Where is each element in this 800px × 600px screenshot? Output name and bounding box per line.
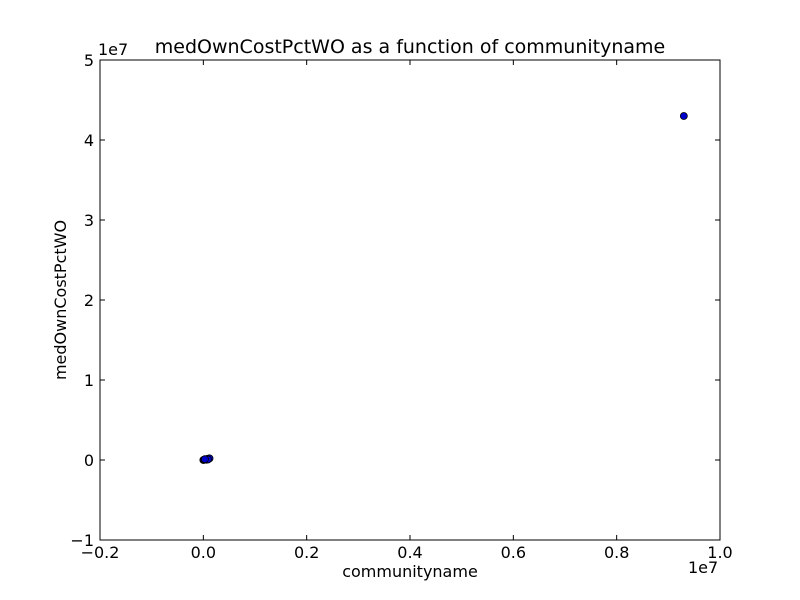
y-tick-label: 3 <box>84 211 94 230</box>
x-tick-label: 0.4 <box>397 543 422 562</box>
scatter-point <box>679 112 688 120</box>
x-tick-label: 0.8 <box>604 543 629 562</box>
y-offset-label: 1e7 <box>98 40 128 59</box>
y-tick-label: 5 <box>84 51 94 70</box>
y-axis-title: medOwnCostPctWO <box>51 220 70 380</box>
x-tick-label: 0.2 <box>294 543 319 562</box>
y-tick-label: 1 <box>84 371 94 390</box>
chart-title: medOwnCostPctWO as a function of communi… <box>155 36 665 58</box>
points-layer <box>199 112 688 464</box>
x-tick-label: 1.0 <box>707 543 732 562</box>
tick-layer <box>99 59 721 541</box>
x-tick-label: 0.0 <box>191 543 216 562</box>
y-tick-label: 2 <box>84 291 94 310</box>
x-tick-label: −0.2 <box>81 543 120 562</box>
x-axis-title: communityname <box>342 562 478 581</box>
plot-frame <box>99 59 721 541</box>
y-tick-label: −1 <box>70 531 94 550</box>
x-offset-label: 1e7 <box>688 558 718 577</box>
x-tick-label: 0.6 <box>501 543 526 562</box>
y-tick-label: 0 <box>84 451 94 470</box>
scatter-point <box>200 455 209 464</box>
y-tick-label: 4 <box>84 131 94 150</box>
labels-layer: −0.2 0.0 0.2 0.4 0.6 0.8 1.0 −1 0 1 2 3 4 5 <box>70 51 732 562</box>
